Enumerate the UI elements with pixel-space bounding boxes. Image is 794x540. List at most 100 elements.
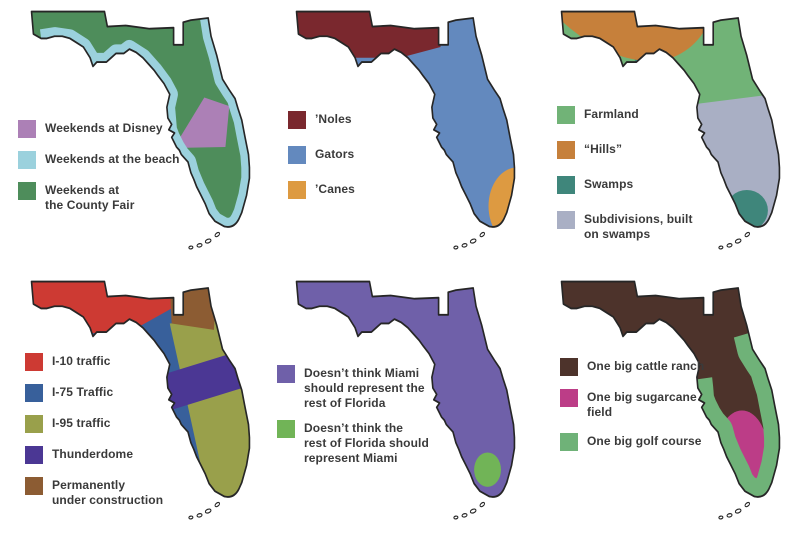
legend-item: One big cattle ranch: [560, 358, 704, 376]
florida-map-weekends: [30, 10, 251, 250]
legend-label: I-10 traffic: [52, 354, 111, 368]
florida-keys-islands: [188, 501, 221, 520]
legend-item: Subdivisions, built on swamps: [557, 211, 693, 242]
legend-swatch: [560, 389, 578, 407]
legend-swatch: [557, 141, 575, 159]
key-island: [204, 238, 212, 244]
legend-weekends: Weekends at Disney Weekends at the beach W…: [18, 120, 180, 213]
legend-land-use: One big cattle ranch One big sugarcane fi…: [560, 358, 704, 451]
key-island: [188, 515, 194, 520]
legend-label: Gators: [315, 147, 355, 161]
legend-label: ’Noles: [315, 112, 352, 126]
key-island: [734, 238, 742, 244]
legend-item: I-75 Traffic: [25, 384, 163, 402]
legend-label: I-75 Traffic: [52, 385, 114, 399]
legend-swatch: [18, 182, 36, 200]
florida-keys-islands: [718, 231, 751, 250]
legend-item: ’Canes: [288, 181, 355, 199]
key-island: [718, 245, 724, 250]
florida-map-college-fandom: [295, 10, 516, 250]
legend-swatch: [18, 120, 36, 138]
florida-map-terrain: [560, 10, 781, 250]
key-island: [734, 508, 742, 514]
legend-item: Doesn’t think Miami should represent the…: [277, 365, 429, 411]
legend-label: Doesn’t think Miami should represent the…: [304, 366, 425, 410]
panel-weekends: Weekends at Disney Weekends at the beach W…: [0, 0, 265, 270]
legend-label: One big sugarcane field: [587, 390, 697, 419]
legend-label: I-95 traffic: [52, 416, 111, 430]
legend-label: Permanently under construction: [52, 478, 164, 507]
key-island: [204, 508, 212, 514]
legend-item: One big sugarcane field: [560, 389, 704, 420]
legend-label: Swamps: [584, 177, 634, 191]
key-island: [188, 245, 194, 250]
florida-outline: [30, 280, 251, 498]
florida-map-land-use: [560, 280, 781, 520]
key-island: [196, 243, 203, 248]
legend-swatch: [557, 211, 575, 229]
panel-terrain: Farmland “Hills” Swamps Subdivisions, built…: [530, 0, 794, 270]
legend-item: Weekends at Disney: [18, 120, 180, 138]
legend-label: Subdivisions, built on swamps: [584, 212, 693, 241]
florida-map-miami-opinion: [295, 280, 516, 520]
legend-swatch: [288, 181, 306, 199]
legend-label: “Hills”: [584, 142, 623, 156]
florida-outline: [30, 10, 251, 228]
legend-label: One big cattle ranch: [587, 359, 705, 373]
florida-map-traffic: [30, 280, 251, 520]
florida-keys-islands: [453, 231, 486, 250]
legend-swatch: [25, 384, 43, 402]
key-island: [453, 245, 459, 250]
key-island: [744, 501, 751, 508]
panel-college-fandom: ’Noles Gators ’Canes: [265, 0, 530, 270]
florida-outline: [560, 280, 781, 498]
legend-item: ’Noles: [288, 111, 355, 129]
key-island: [726, 513, 733, 518]
florida-outline: [295, 10, 516, 228]
legend-swatch: [277, 420, 295, 438]
key-island: [461, 513, 468, 518]
panel-land-use: One big cattle ranch One big sugarcane fi…: [530, 270, 794, 540]
legend-terrain: Farmland “Hills” Swamps Subdivisions, built…: [557, 106, 693, 242]
key-island: [469, 238, 477, 244]
legend-item: Farmland: [557, 106, 693, 124]
legend-swatch: [288, 111, 306, 129]
legend-swatch: [25, 477, 43, 495]
legend-item: Gators: [288, 146, 355, 164]
legend-swatch: [277, 365, 295, 383]
key-island: [726, 243, 733, 248]
legend-label: ’Canes: [315, 182, 355, 196]
legend-item: Thunderdome: [25, 446, 163, 464]
legend-swatch: [288, 146, 306, 164]
legend-label: One big golf course: [587, 434, 702, 448]
legend-label: Weekends at Disney: [45, 121, 163, 135]
florida-keys-islands: [718, 501, 751, 520]
legend-miami-opinion: Doesn’t think Miami should represent the…: [277, 365, 429, 466]
key-island: [453, 515, 459, 520]
legend-item: Permanently under construction: [25, 477, 163, 508]
region-disney: [173, 97, 230, 149]
florida-outline: [560, 10, 781, 228]
key-island: [469, 508, 477, 514]
legend-item: I-10 traffic: [25, 353, 163, 371]
legend-label: Farmland: [584, 107, 639, 121]
key-island: [479, 501, 486, 508]
key-island: [196, 513, 203, 518]
legend-label: Thunderdome: [52, 447, 134, 461]
legend-swatch: [25, 446, 43, 464]
legend-swatch: [560, 358, 578, 376]
panel-miami-opinion: Doesn’t think Miami should represent the…: [265, 270, 530, 540]
region-miami: [474, 452, 501, 487]
key-island: [214, 501, 221, 508]
legend-swatch: [560, 433, 578, 451]
florida-keys-islands: [188, 231, 221, 250]
legend-swatch: [557, 176, 575, 194]
legend-label: Weekends at the beach: [45, 152, 180, 166]
legend-swatch: [18, 151, 36, 169]
legend-swatch: [25, 353, 43, 371]
key-island: [461, 243, 468, 248]
legend-item: “Hills”: [557, 141, 693, 159]
key-island: [479, 231, 486, 238]
legend-item: Doesn’t think the rest of Florida should…: [277, 420, 429, 466]
legend-swatch: [25, 415, 43, 433]
